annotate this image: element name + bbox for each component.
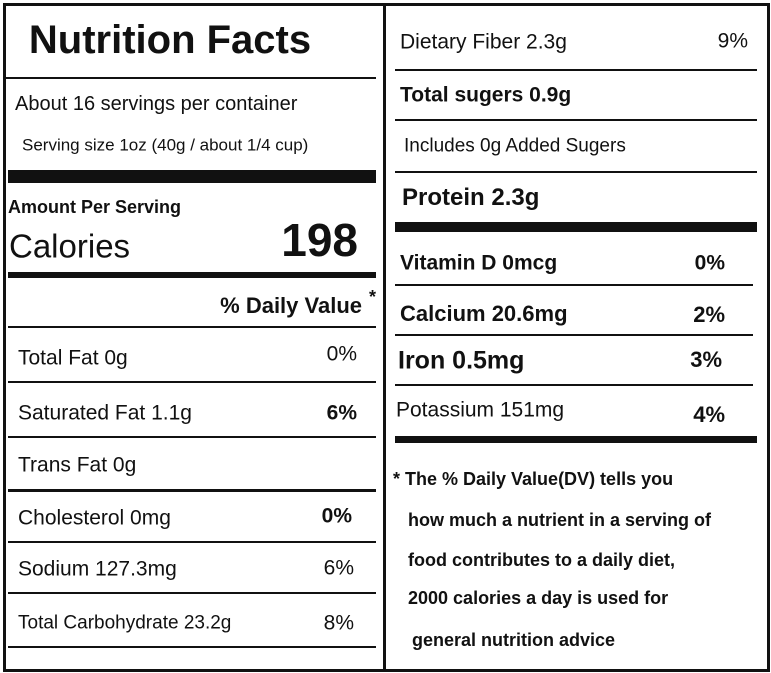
rule: [8, 326, 376, 328]
nutrient-label: Total sugers 0.9g: [400, 83, 572, 107]
footnote-line: * The % Daily Value(DV) tells you: [393, 469, 674, 489]
nutrient-label: Trans Fat 0g: [18, 453, 137, 477]
nutrient-dv: 6%: [326, 401, 357, 425]
servings: About 16 servings per container: [15, 93, 298, 115]
nutrient-dv: 6%: [323, 556, 354, 580]
rule: [395, 334, 753, 336]
rule: [8, 489, 376, 492]
nutrient-dv: 4%: [693, 402, 725, 427]
rule: [395, 119, 757, 121]
nutrient-label: Iron 0.5mg: [398, 346, 525, 375]
rule: [8, 436, 376, 438]
footnote-line: how much a nutrient in a serving of: [408, 510, 712, 530]
nutrient-label: Sodium 127.3mg: [18, 557, 177, 581]
label-border: [3, 3, 770, 672]
nutrient-dv: 0%: [694, 251, 725, 275]
serving-size: Serving size 1oz (40g / about 1/4 cup): [22, 135, 309, 155]
rule: [8, 541, 376, 543]
daily-value-header: % Daily Value: [220, 293, 362, 318]
nutrient-label: Includes 0g Added Sugers: [404, 135, 626, 157]
medium-rule: [395, 436, 757, 443]
rule: [6, 77, 376, 79]
nutrient-label: Saturated Fat 1.1g: [18, 401, 192, 425]
calories-label: Calories: [9, 227, 131, 265]
nutrient-label: Calcium 20.6mg: [400, 301, 568, 326]
rule: [395, 284, 753, 286]
nutrient-dv: 2%: [693, 302, 725, 327]
rule: [8, 381, 376, 383]
thick-rule: [395, 222, 757, 232]
medium-rule: [8, 272, 376, 278]
nutrient-label: Cholesterol 0mg: [18, 506, 171, 530]
nutrient-dv: 0%: [326, 342, 357, 366]
rule: [395, 384, 753, 386]
thick-rule: [8, 170, 376, 183]
footnote-line: food contributes to a daily diet,: [408, 550, 676, 570]
footnote-line: 2000 calories a day is used for: [408, 588, 669, 608]
nutrient-label: Dietary Fiber 2.3g: [400, 30, 567, 54]
title: Nutrition Facts: [28, 18, 312, 62]
nutrient-label: Total Carbohydrate 23.2g: [18, 612, 232, 634]
nutrient-dv: 8%: [323, 611, 354, 635]
footnote-line: general nutrition advice: [412, 630, 616, 650]
nutrient-dv: 0%: [321, 504, 352, 528]
nutrient-label: Total Fat 0g: [18, 346, 128, 370]
daily-value-mark: *: [369, 287, 377, 307]
nutrient-dv: 9%: [717, 29, 748, 53]
rule: [395, 69, 757, 71]
amount-per-serving: Amount Per Serving: [8, 197, 182, 217]
nutrient-label: Protein 2.3g: [402, 184, 540, 211]
nutrient-dv: 3%: [690, 347, 722, 372]
column-divider: [383, 3, 386, 671]
calories-value: 198: [281, 214, 358, 266]
rule: [8, 592, 376, 594]
rule: [395, 171, 757, 173]
nutrient-label: Potassium 151mg: [396, 398, 565, 422]
rule: [8, 646, 376, 648]
nutrient-label: Vitamin D 0mcg: [400, 251, 558, 275]
